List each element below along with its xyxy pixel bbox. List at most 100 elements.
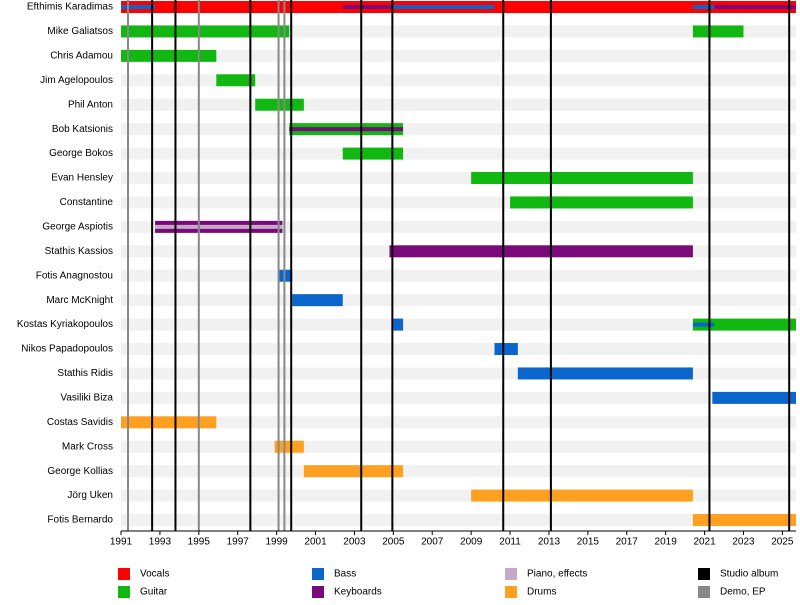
secondary-role-line: [714, 5, 796, 9]
x-tick-label: 2017: [616, 537, 639, 548]
member-name: Fotis Bernardo: [47, 515, 113, 526]
legend-swatch: [312, 586, 324, 598]
role-bar: [342, 147, 404, 160]
row-stripe: [121, 269, 796, 282]
secondary-role-line: [155, 224, 283, 229]
legend-swatch: [118, 568, 130, 580]
x-tick-label: 1997: [227, 537, 250, 548]
x-tick-label: 1999: [265, 537, 288, 548]
legend-label: Demo, EP: [720, 587, 766, 598]
member-name: George Kollias: [47, 466, 113, 477]
member-name: Vasiliki Biza: [60, 393, 113, 404]
row-stripe: [121, 391, 796, 404]
row-stripe: [121, 49, 796, 62]
role-bar: [303, 465, 404, 478]
row-stripe: [121, 220, 796, 233]
x-tick-label: 2007: [421, 537, 444, 548]
role-bar: [712, 391, 796, 404]
secondary-role-line: [692, 5, 715, 9]
x-tick-label: 2015: [577, 537, 600, 548]
x-tick-label: 2011: [499, 537, 521, 548]
legend-swatch: [505, 586, 517, 598]
role-bar: [510, 196, 693, 209]
legend-label: Bass: [334, 569, 356, 580]
legend-label: Studio album: [720, 569, 778, 580]
member-name: Marc McKnight: [46, 295, 113, 306]
x-tick-label: 2005: [382, 537, 405, 548]
secondary-role-line: [692, 322, 715, 327]
x-tick-label: 1993: [149, 537, 172, 548]
legend-swatch: [698, 568, 710, 580]
role-bar: [121, 49, 217, 62]
row-stripe: [121, 25, 796, 38]
legend-label: Drums: [527, 587, 556, 598]
legend-label: Keyboards: [334, 587, 382, 598]
row-stripe: [121, 196, 796, 209]
role-bar: [692, 25, 744, 38]
legend-swatch: [698, 586, 710, 598]
member-name: Jörg Uken: [67, 490, 113, 501]
secondary-role-line: [342, 5, 394, 9]
role-bar: [216, 74, 256, 87]
member-name: Costas Savidis: [47, 417, 113, 428]
role-bar: [692, 514, 796, 527]
member-name: Jim Agelopoulos: [40, 75, 113, 86]
member-name: Constantine: [60, 197, 114, 208]
role-bar: [292, 294, 343, 307]
x-tick-label: 2023: [732, 537, 755, 548]
x-tick-label: 2003: [343, 537, 366, 548]
member-name: Fotis Anagnostou: [36, 270, 113, 281]
legend-swatch: [312, 568, 324, 580]
legend-swatch: [118, 586, 130, 598]
row-stripe: [121, 489, 796, 502]
role-bar: [389, 245, 693, 258]
role-bar: [517, 367, 693, 380]
secondary-role-line: [289, 127, 404, 132]
x-tick-label: 2025: [771, 537, 794, 548]
x-tick-label: 2021: [693, 537, 716, 548]
legend-label: Piano, effects: [527, 569, 587, 580]
x-tick-label: 2009: [460, 537, 483, 548]
role-bar: [471, 172, 693, 185]
role-bar: [121, 416, 217, 429]
role-bar: [121, 25, 290, 38]
row-stripe: [121, 514, 796, 527]
secondary-role-line: [121, 5, 156, 9]
row-stripe: [121, 343, 796, 356]
row-stripe: [121, 172, 796, 185]
member-name: Kostas Kyriakopoulos: [17, 319, 113, 330]
legend-label: Vocals: [140, 569, 169, 580]
row-stripe: [121, 416, 796, 429]
row-stripe: [121, 367, 796, 380]
role-bar: [393, 318, 404, 331]
member-name: George Bokos: [49, 148, 113, 159]
row-stripe: [121, 123, 796, 136]
legend-label: Guitar: [140, 587, 168, 598]
role-bar: [692, 318, 796, 331]
member-name: Bob Katsionis: [52, 124, 113, 135]
member-name: Stathis Kassios: [45, 246, 113, 257]
role-bar: [274, 440, 304, 453]
member-name: Mike Galiatsos: [47, 26, 113, 37]
x-tick-label: 2001: [304, 537, 327, 548]
member-name: Chris Adamou: [50, 51, 113, 62]
row-stripe: [121, 74, 796, 87]
member-name: Phil Anton: [68, 99, 113, 110]
legend-swatch: [505, 568, 517, 580]
row-stripe: [121, 98, 796, 111]
member-name: Nikos Papadopoulos: [21, 344, 113, 355]
member-name: George Aspiotis: [42, 222, 113, 233]
x-tick-label: 1995: [188, 537, 211, 548]
x-tick-label: 2013: [538, 537, 561, 548]
row-stripe: [121, 440, 796, 453]
secondary-role-line: [393, 5, 495, 9]
member-name: Efthimis Karadimas: [27, 2, 113, 13]
row-stripe: [121, 465, 796, 478]
x-tick-label: 1991: [110, 537, 133, 548]
member-name: Stathis Ridis: [57, 368, 113, 379]
row-stripe: [121, 147, 796, 160]
member-name: Evan Hensley: [51, 173, 113, 184]
role-bar: [471, 489, 693, 502]
role-bar: [494, 343, 518, 356]
